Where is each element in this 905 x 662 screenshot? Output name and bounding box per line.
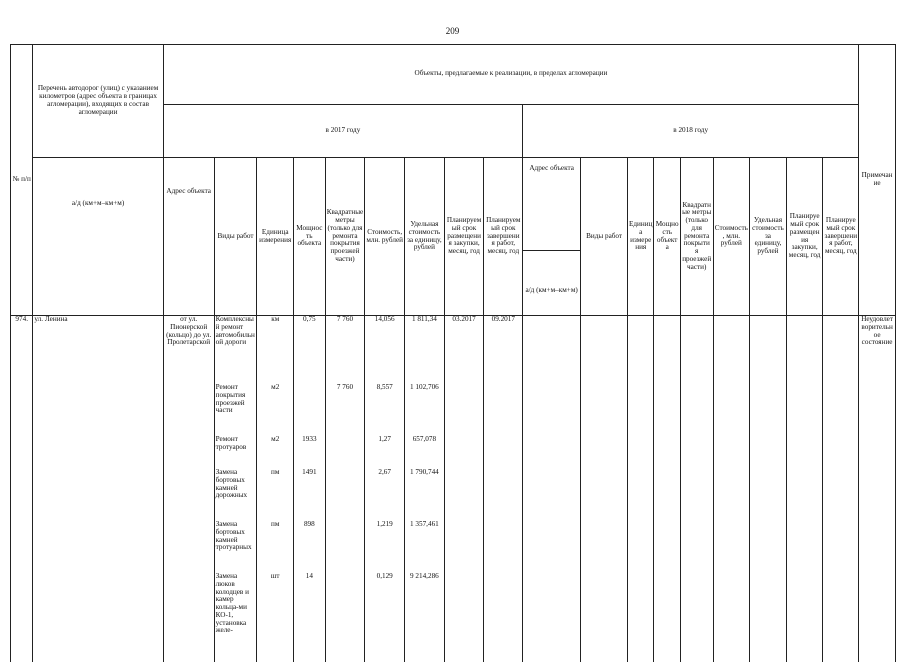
col-header-cost-2018: Стоимость, млн. рублей — [713, 158, 750, 316]
col-header-unit: Единица измерения — [257, 158, 294, 316]
unit-cost-value: 1 357,461 — [406, 521, 443, 573]
page-number: 209 — [0, 26, 905, 36]
power-value: 1933 — [295, 436, 324, 469]
agglomeration-objects-table: № п/п Перечень автодорог (улиц) с указан… — [10, 44, 896, 662]
work-type: Комплексный ремонт автомобильной дороги — [216, 316, 256, 384]
object-address: от ул. Пионерской (кольцо) до ул. Пролет… — [163, 316, 214, 662]
unit-value: шт — [258, 573, 292, 659]
col-header-power: Мощность объекта — [294, 158, 326, 316]
col-header-power-2018: Мощность объекта — [654, 158, 680, 316]
col-header-unit-2018: Единица измерения — [627, 158, 653, 316]
work-type: Замена бортовых камней тротуарных — [216, 521, 256, 573]
col-header-road-list: Перечень автодорог (улиц) с указанием ки… — [33, 45, 163, 158]
col-header-plan-end-2018: Планируемый срок завершения работ, месяц… — [823, 158, 859, 316]
square-meters-cell: 7 760 7 760 — [325, 316, 365, 662]
unit-cost-cell: 1 811,34 1 102,706 657,078 1 790,744 1 3… — [405, 316, 445, 662]
col-header-2018: в 2018 году — [523, 104, 859, 157]
unit-value: м2 — [258, 384, 292, 436]
col-header-note: Примечание — [859, 45, 896, 316]
work-type: Ремонт тротуаров — [216, 436, 256, 469]
unit-cost-value: 657,078 — [406, 436, 443, 469]
address-2018-label: Адрес объекта — [523, 159, 580, 251]
cost-cell: 14,056 8,557 1,27 2,67 1,219 0,129 — [365, 316, 405, 662]
col-header-plan-placement-2018: Планируемый срок размещения закупки, мес… — [786, 158, 823, 316]
cost-value: 0,129 — [366, 573, 403, 659]
col-header-2017: в 2017 году — [163, 104, 522, 157]
unit-cost-value: 1 811,34 — [406, 316, 443, 384]
square-meters-value — [327, 521, 364, 573]
power-value: 0,75 — [295, 316, 324, 384]
unit-value: км — [258, 316, 292, 384]
power-cell: 0,75 1933 1491 898 14 — [294, 316, 326, 662]
work-type: Ремонт покрытия проезжей части — [216, 384, 256, 436]
col-header-work-types-2018: Виды работ — [581, 158, 628, 316]
cost-value: 2,67 — [366, 469, 403, 521]
plan-placement-date: 03.2017 — [444, 316, 484, 662]
col-header-plan-end: Планируемый срок завершения работ, месяц… — [484, 158, 523, 316]
square-meters-value — [327, 469, 364, 521]
row-number: 974. — [11, 316, 33, 662]
note-value: Неудовлетворительное состояние — [859, 316, 896, 662]
work-type-cell: Комплексный ремонт автомобильной дороги … — [214, 316, 257, 662]
col-header-square-meters-2018: Квадратные метры (только для ремонта пок… — [680, 158, 713, 316]
work-type: Замена бортовых камней дорожных — [216, 469, 256, 521]
unit-value: пм — [258, 521, 292, 573]
work-type: Замена люков колодцев и камер кольца-ми … — [216, 573, 256, 659]
unit-cell: км м2 м2 пм пм шт — [257, 316, 294, 662]
col-header-address-2018: Адрес объекта а/д (км+м–км+м) — [523, 158, 581, 316]
col-header-unit-cost-2018: Удельная стоимость за единицу, рублей — [750, 158, 787, 316]
col-header-road-sub: а/д (км+м–км+м) — [33, 158, 163, 316]
road-name: ул. Ленина — [33, 316, 163, 662]
table-row: 974. ул. Ленина от ул. Пионерской (кольц… — [11, 316, 896, 662]
plan-end-date: 09.2017 — [484, 316, 523, 662]
cost-value: 14,056 — [366, 316, 403, 384]
cost-value: 1,219 — [366, 521, 403, 573]
col-header-square-meters: Квадратные метры (только для ремонта пок… — [325, 158, 365, 316]
power-value: 14 — [295, 573, 324, 659]
square-meters-value — [327, 573, 364, 659]
col-header-work-types: Виды работ — [214, 158, 257, 316]
col-header-objects: Объекты, предлагаемые к реализации, в пр… — [163, 45, 858, 105]
col-header-unit-cost: Удельная стоимость за единицу, рублей — [405, 158, 445, 316]
unit-cost-value: 1 102,706 — [406, 384, 443, 436]
square-meters-value: 7 760 — [327, 316, 364, 384]
col-header-plan-placement: Планируемый срок размещения закупки, мес… — [444, 158, 484, 316]
col-header-address: Адрес объекта — [163, 158, 214, 316]
square-meters-value — [327, 436, 364, 469]
unit-value: м2 — [258, 436, 292, 469]
power-value: 1491 — [295, 469, 324, 521]
unit-value: пм — [258, 469, 292, 521]
power-value: 898 — [295, 521, 324, 573]
col-header-num: № п/п — [11, 45, 33, 316]
cost-value: 1,27 — [366, 436, 403, 469]
unit-cost-value: 1 790,744 — [406, 469, 443, 521]
square-meters-value: 7 760 — [327, 384, 364, 436]
address-2018-sub: а/д (км+м–км+м) — [523, 251, 580, 315]
power-value — [295, 384, 324, 436]
unit-cost-value: 9 214,286 — [406, 573, 443, 659]
cost-value: 8,557 — [366, 384, 403, 436]
col-header-cost: Стоимость, млн. рублей — [365, 158, 405, 316]
